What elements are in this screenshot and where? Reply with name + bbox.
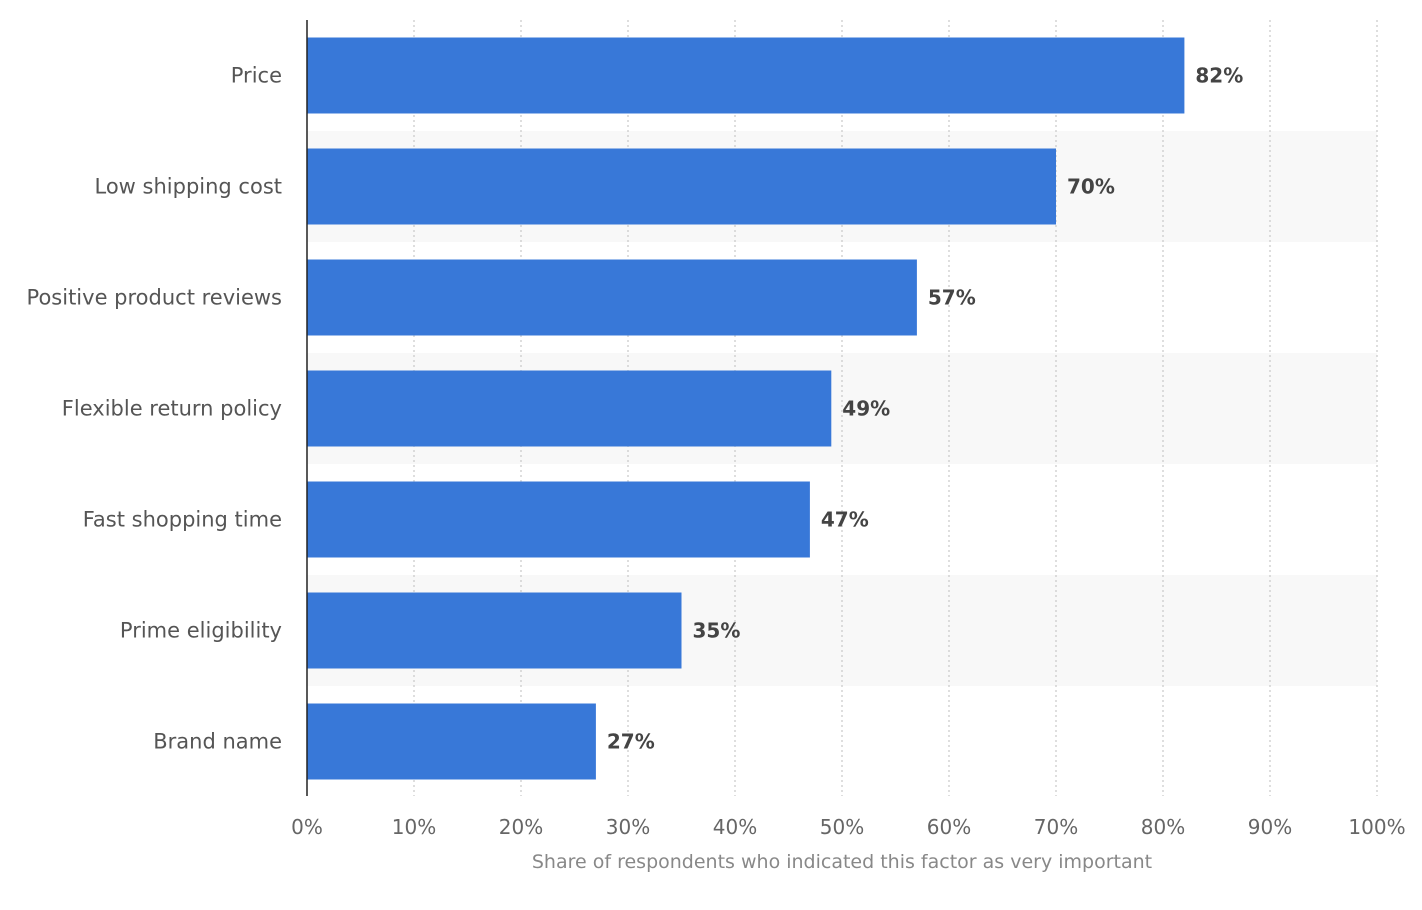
x-tick-label: 40% xyxy=(713,815,757,839)
bar xyxy=(307,592,682,669)
category-label: Positive product reviews xyxy=(27,286,282,310)
value-label: 82% xyxy=(1195,64,1243,88)
x-tick-label: 50% xyxy=(820,815,864,839)
bar xyxy=(307,481,810,558)
category-label: Prime eligibility xyxy=(120,619,282,643)
x-tick-label: 20% xyxy=(499,815,543,839)
x-tick-label: 80% xyxy=(1141,815,1185,839)
category-label: Flexible return policy xyxy=(62,397,282,421)
value-label: 49% xyxy=(842,397,890,421)
x-tick-label: 90% xyxy=(1248,815,1292,839)
value-label: 27% xyxy=(607,730,655,754)
x-tick-label: 0% xyxy=(291,815,323,839)
bar xyxy=(307,370,832,447)
x-tick-label: 100% xyxy=(1348,815,1405,839)
category-labels: Price Low shipping cost Positive product r… xyxy=(27,64,282,754)
bars xyxy=(307,37,1185,780)
x-tick-label: 60% xyxy=(927,815,971,839)
value-label: 57% xyxy=(928,286,976,310)
category-label: Price xyxy=(231,64,282,88)
x-axis-title: Share of respondents who indicated this … xyxy=(532,851,1152,873)
bar xyxy=(307,259,917,336)
bar xyxy=(307,148,1056,225)
x-tick-label: 70% xyxy=(1034,815,1078,839)
bar xyxy=(307,37,1185,114)
category-label: Low shipping cost xyxy=(95,175,283,199)
x-tick-label: 10% xyxy=(392,815,436,839)
value-labels: 82% 70% 57% 49% 47% 35% 27% xyxy=(607,64,1243,754)
category-label: Fast shopping time xyxy=(83,508,282,532)
x-tick-label: 30% xyxy=(606,815,650,839)
value-label: 47% xyxy=(821,508,869,532)
bar xyxy=(307,703,596,780)
category-label: Brand name xyxy=(153,730,282,754)
value-label: 70% xyxy=(1067,175,1115,199)
x-tick-labels: 0% 10% 20% 30% 40% 50% 60% 70% 80% 90% 100% xyxy=(291,815,1405,839)
value-label: 35% xyxy=(693,619,741,643)
